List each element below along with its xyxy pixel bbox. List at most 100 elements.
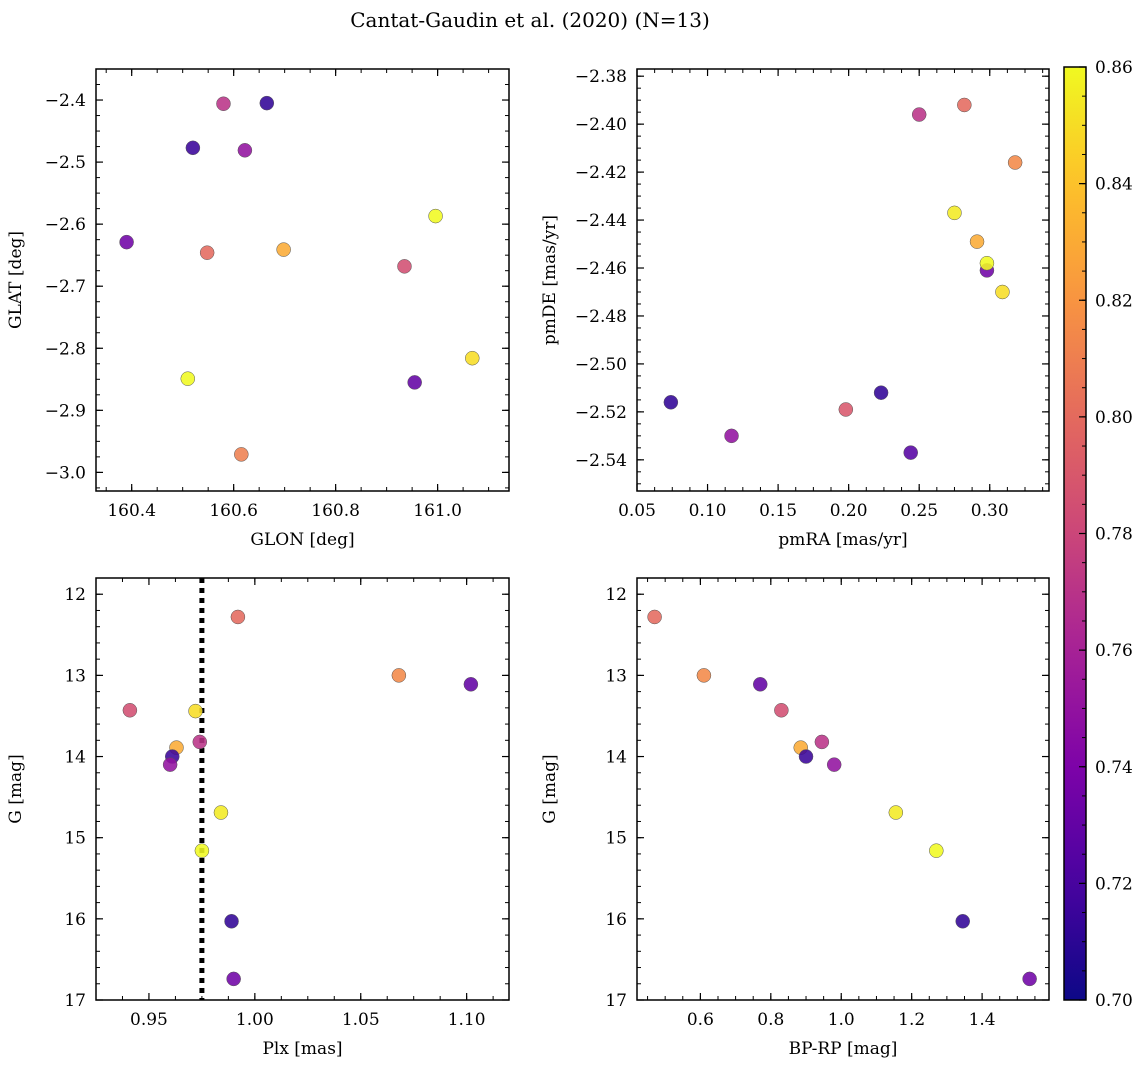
y-tick-label: 13 [605, 666, 627, 686]
x-axis-label: BP-RP [mag] [789, 1039, 898, 1059]
data-point [838, 402, 854, 417]
data-point [911, 107, 927, 122]
y-tick-label: −2.6 [45, 215, 86, 235]
y-tick-label: 15 [64, 829, 86, 849]
colorbar-tick-label: 0.86 [1095, 58, 1133, 78]
x-axis-label: Plx [mas] [262, 1039, 342, 1059]
x-tick-label: 0.05 [618, 501, 656, 521]
x-tick-label: 160.6 [209, 501, 258, 521]
data-point [696, 668, 712, 683]
y-tick-label: 14 [605, 748, 627, 768]
y-tick-label: −2.42 [575, 163, 627, 183]
y-tick-label: 17 [605, 991, 627, 1011]
figure-title: Cantat-Gaudin et al. (2020) (N=13) [350, 8, 710, 32]
axes-frame [95, 577, 510, 1001]
x-tick-label: 1.2 [898, 1010, 925, 1030]
x-tick-label: 0.30 [971, 501, 1009, 521]
data-point [752, 677, 768, 692]
data-point [873, 385, 889, 400]
data-point [979, 255, 995, 271]
data-point [122, 703, 138, 718]
x-tick-label: 1.4 [969, 1010, 996, 1030]
y-tick-label: 12 [64, 585, 86, 605]
data-point [237, 143, 253, 158]
x-axis-label: GLON [deg] [250, 530, 354, 550]
x-tick-label: 0.15 [759, 501, 797, 521]
data-point [162, 757, 178, 772]
axes-frame [636, 68, 1050, 492]
data-point [224, 914, 239, 929]
panels: 160.4 160.6 160.8 161.0−3.0−2.9−2.8−2.7−2.6… [6, 67, 1050, 1059]
data-point [192, 734, 208, 750]
data-point [180, 371, 196, 386]
y-axis-label: G [mag] [540, 754, 560, 823]
data-point [888, 805, 904, 820]
y-tick-label: 15 [605, 829, 627, 849]
data-point [428, 208, 443, 224]
y-tick-label: −2.54 [575, 451, 627, 471]
x-tick-label: 1.0 [828, 1010, 855, 1030]
colorbar-tick-label: 0.76 [1095, 641, 1133, 661]
data-point [969, 234, 985, 249]
y-tick-label: −2.44 [575, 211, 627, 231]
data-point [947, 205, 962, 221]
data-point [194, 843, 210, 858]
colorbar-tick-label: 0.82 [1095, 291, 1133, 311]
y-tick-label: −3.0 [45, 463, 86, 483]
x-tick-label: 0.10 [689, 501, 727, 521]
y-tick-label: −2.4 [45, 91, 86, 111]
scatter-panel-3: 0.95 1.00 1.05 1.10 12 13 14 15 16 17 Plx [mas] G [… [6, 577, 510, 1059]
data-point [463, 677, 479, 692]
x-tick-label: 0.6 [687, 1010, 714, 1030]
axes-frame [95, 68, 510, 492]
data-point [798, 749, 814, 764]
data-point [216, 96, 231, 112]
data-point [1007, 155, 1023, 170]
y-tick-label: 16 [605, 910, 627, 930]
y-axis-label: G [mag] [6, 754, 26, 823]
y-tick-label: 12 [605, 585, 627, 605]
data-point [724, 428, 739, 444]
y-tick-label: −2.5 [45, 153, 86, 173]
y-tick-label: −2.38 [575, 67, 627, 87]
data-point [663, 395, 679, 410]
y-tick-label: 13 [64, 666, 86, 686]
y-tick-label: −2.7 [45, 277, 86, 297]
data-point [199, 245, 215, 260]
x-tick-label: 160.4 [107, 501, 156, 521]
colorbar-tick-label: 0.84 [1095, 175, 1133, 195]
x-tick-label: 0.95 [130, 1010, 168, 1030]
data-point [213, 805, 229, 820]
colorbar-tick-label: 0.80 [1095, 408, 1133, 428]
scatter-panel-2: 0.05 0.10 0.15 0.20 0.25 0.30 −2.54 −2.52 −2.50 −… [540, 67, 1050, 550]
data-point [1022, 971, 1037, 987]
data-point [903, 445, 918, 460]
colorbar-tick-label: 0.78 [1095, 525, 1133, 545]
x-tick-label: 161.0 [413, 501, 462, 521]
x-tick-label: 0.25 [900, 501, 938, 521]
data-point [929, 843, 944, 858]
scatter-panel-4: 0.6 0.8 1.0 1.2 1.4 12 13 14 15 16 17 BP-RP [mag] G … [540, 577, 1050, 1059]
data-point [995, 284, 1010, 300]
data-point [647, 609, 662, 625]
data-point [188, 703, 203, 719]
axes-frame [636, 577, 1050, 1001]
data-point [230, 609, 246, 625]
x-tick-label: 1.05 [342, 1010, 380, 1030]
y-tick-label: −2.52 [575, 403, 627, 423]
data-point [957, 97, 972, 113]
y-tick-label: −2.46 [575, 259, 627, 279]
colorbar-tick-label: 0.74 [1095, 758, 1133, 778]
x-tick-label: 160.8 [311, 501, 360, 521]
data-point [276, 242, 291, 257]
x-tick-label: 0.8 [757, 1010, 784, 1030]
data-point [391, 668, 407, 683]
y-tick-label: 16 [64, 910, 86, 930]
data-point [234, 447, 249, 462]
y-axis-label: GLAT [deg] [6, 231, 26, 329]
data-point [465, 350, 480, 366]
y-tick-label: −2.40 [575, 115, 627, 135]
y-axis-label: pmDE [mas/yr] [540, 215, 560, 345]
data-point [397, 259, 412, 274]
x-tick-label: 1.10 [448, 1010, 486, 1030]
